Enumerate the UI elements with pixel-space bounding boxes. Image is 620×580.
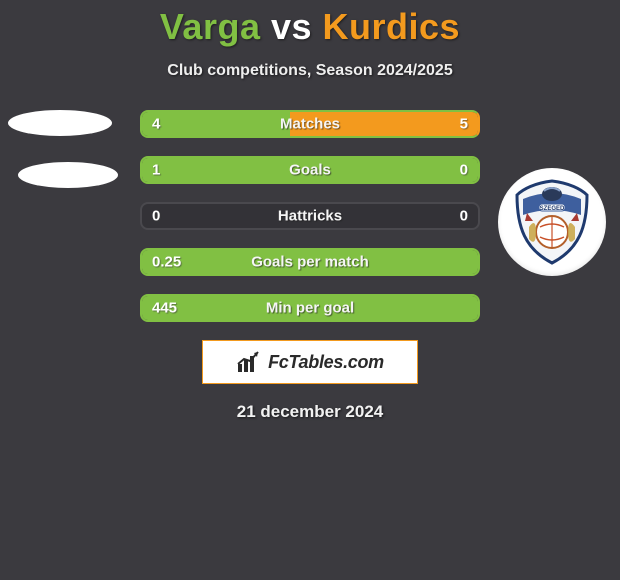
- stat-row: 445 Min per goal: [140, 294, 480, 322]
- stat-row: 0.25 Goals per match: [140, 248, 480, 276]
- stat-value-right: 0: [460, 208, 468, 225]
- right-team-badge: SZEGED: [498, 168, 606, 276]
- stat-row: 4 5 Matches: [140, 110, 480, 138]
- page-title: Varga vs Kurdics: [0, 0, 620, 48]
- stat-label: Min per goal: [266, 300, 354, 317]
- stat-label: Matches: [280, 116, 340, 133]
- subtitle: Club competitions, Season 2024/2025: [0, 62, 620, 80]
- brand-box[interactable]: FcTables.com: [202, 340, 418, 384]
- stat-row: 1 0 Goals: [140, 156, 480, 184]
- stat-label: Hattricks: [278, 208, 342, 225]
- badge-ellipse-2: [18, 162, 118, 188]
- bar-fill-left: [142, 112, 290, 136]
- brand-text: FcTables.com: [268, 352, 384, 373]
- brand-chart-icon: [236, 350, 262, 374]
- badge-ellipse-1: [8, 110, 112, 136]
- stat-value-left: 4: [152, 116, 160, 133]
- stat-row: 0 0 Hattricks: [140, 202, 480, 230]
- stat-value-right: 5: [460, 116, 468, 133]
- stat-bars: 4 5 Matches 1 0 Goals 0 0 Hattricks 0.25 Goals per…: [140, 110, 480, 322]
- crest-icon: SZEGED: [509, 177, 595, 267]
- crest-text: SZEGED: [540, 206, 565, 212]
- stat-value-left: 445: [152, 300, 177, 317]
- stat-value-right: 0: [460, 162, 468, 179]
- stat-label: Goals per match: [251, 254, 369, 271]
- vs-text: vs: [271, 6, 312, 47]
- stat-value-left: 0: [152, 208, 160, 225]
- stat-value-left: 0.25: [152, 254, 181, 271]
- comparison-chart: SZEGED 4 5 Matches 1 0 Goals 0 0 Hattricks 0.25 Go…: [0, 110, 620, 322]
- player1-name: Varga: [160, 6, 261, 47]
- stat-value-left: 1: [152, 162, 160, 179]
- stat-label: Goals: [289, 162, 331, 179]
- date-text: 21 december 2024: [0, 402, 620, 422]
- player2-name: Kurdics: [323, 6, 461, 47]
- left-team-badge: [8, 110, 118, 188]
- club-crest: SZEGED: [498, 168, 606, 276]
